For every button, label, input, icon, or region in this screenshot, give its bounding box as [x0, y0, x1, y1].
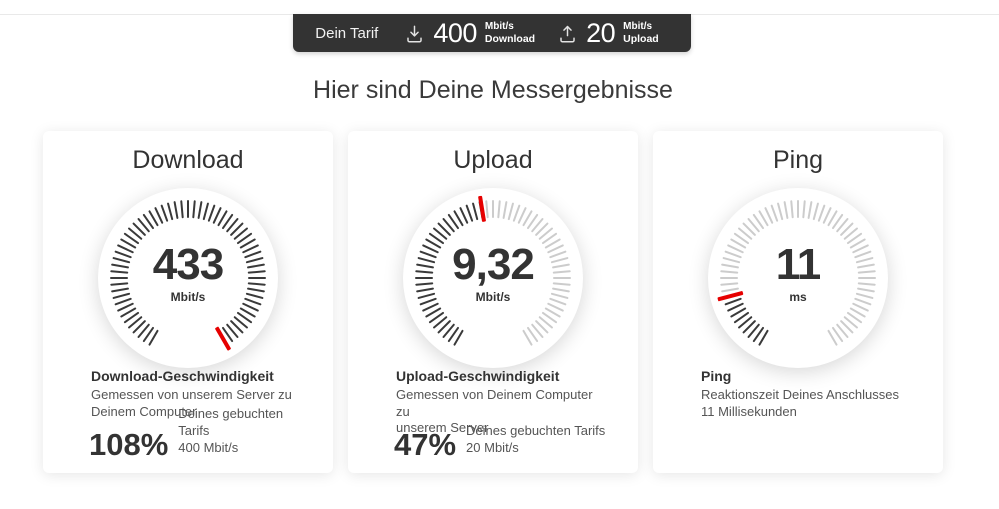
- download-unit: Mbit/s: [170, 289, 206, 304]
- page-title: Hier sind Deine Messergebnisse: [313, 76, 673, 104]
- gauge-tick: [492, 200, 494, 218]
- download-value: 433: [152, 239, 224, 289]
- upload-unit: Mbit/s: [475, 289, 511, 304]
- download-percent-desc: Deines gebuchten Tarifs 400 Mbit/s: [178, 406, 303, 458]
- download-gauge-value: 433 Mbit/s: [98, 183, 278, 363]
- ping-info: Ping Reaktionszeit Deines Anschlusses 11…: [701, 368, 905, 420]
- ping-gauge-value: 11 ms: [708, 183, 888, 363]
- download-percent: 108%: [89, 426, 169, 462]
- upload-card-title: Upload: [453, 146, 533, 174]
- ping-card-title: Ping: [772, 146, 824, 174]
- download-info-desc-line2: Deinem Computer: [91, 403, 197, 419]
- download-info: Download-Geschwindigkeit Gemessen von un…: [91, 368, 295, 420]
- download-card-title: Download: [132, 146, 244, 174]
- ping-gauge: 11 ms: [708, 188, 888, 368]
- download-gauge: 433 Mbit/s: [98, 188, 278, 368]
- results-heading-wrap: Hier sind Deine Messergebnisse: [43, 76, 943, 105]
- ping-card: Ping 11 ms Ping Reaktionszeit Deines Ans…: [653, 131, 943, 473]
- tariff-download-unit-block: Mbit/s Download: [485, 21, 535, 45]
- tariff-download-unit: Mbit/s: [484, 21, 514, 33]
- tariff-bar-label: Dein Tarif: [315, 24, 379, 42]
- download-percent-row: 108% Deines gebuchten Tarifs 400 Mbit/s: [89, 406, 303, 462]
- upload-info-title: Upload-Geschwindigkeit: [396, 368, 560, 384]
- download-info-desc-line1: Gemessen von unserem Server zu: [91, 387, 292, 402]
- ping-unit: ms: [789, 289, 807, 304]
- upload-tray-icon: [557, 23, 578, 44]
- download-tray-icon: [404, 23, 425, 44]
- tariff-bar: Dein Tarif 400 Mbit/s Download 20 Mbit/s…: [293, 14, 691, 52]
- download-info-title: Download-Geschwindigkeit: [91, 368, 274, 384]
- result-cards: Download 433 Mbit/s Download-Geschwindig…: [43, 131, 943, 473]
- tariff-download-label: Download: [484, 32, 536, 45]
- upload-info-desc-line2: unserem Server: [396, 420, 489, 436]
- upload-gauge-value: 9,32 Mbit/s: [403, 183, 583, 363]
- download-percent-desc-line2: 400 Mbit/s: [178, 440, 239, 456]
- upload-card: Upload 9,32 Mbit/s Upload-Geschwindigkei…: [348, 131, 638, 473]
- upload-value: 9,32: [452, 239, 535, 289]
- tariff-upload-label: Upload: [623, 32, 659, 45]
- download-card: Download 433 Mbit/s Download-Geschwindig…: [43, 131, 333, 473]
- download-percent-desc-line1: Deines gebuchten Tarifs: [178, 406, 284, 439]
- tariff-upload-unit: Mbit/s: [623, 21, 653, 33]
- upload-gauge: 9,32 Mbit/s: [403, 188, 583, 368]
- gauge-tick: [187, 200, 189, 218]
- upload-percent-row: 47% Deines gebuchten Tarifs 20 Mbit/s: [394, 423, 608, 462]
- tariff-upload-value: 20: [586, 17, 616, 48]
- upload-info: Upload-Geschwindigkeit Gemessen von Dein…: [396, 368, 600, 437]
- upload-percent: 47%: [394, 426, 457, 462]
- ping-info-desc-line1: Reaktionszeit Deines Anschlusses: [701, 387, 899, 402]
- upload-percent-desc-line2: 20 Mbit/s: [466, 440, 519, 456]
- ping-info-title: Ping: [701, 368, 732, 384]
- ping-value: 11: [775, 239, 822, 289]
- upload-percent-desc-line1: Deines gebuchten Tarifs: [466, 423, 606, 439]
- gauge-tick: [797, 200, 799, 218]
- ping-info-desc-line2: 11 Millisekunden: [701, 403, 797, 419]
- upload-percent-desc: Deines gebuchten Tarifs 20 Mbit/s: [466, 423, 605, 458]
- tariff-download-value: 400: [433, 17, 477, 48]
- upload-info-desc-line1: Gemessen von Deinem Computer zu: [396, 387, 593, 419]
- tariff-upload-unit-block: Mbit/s Upload: [623, 21, 659, 45]
